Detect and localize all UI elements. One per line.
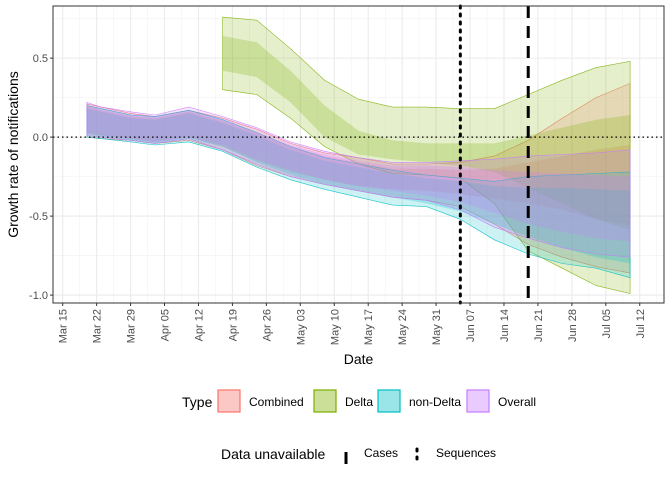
reference-lines — [53, 4, 664, 305]
y-tick-label: -1.0 — [29, 290, 48, 302]
x-tick-label: Mar 29 — [126, 309, 138, 343]
x-tick-label: Jun 28 — [567, 309, 579, 342]
x-tick-label: May 10 — [329, 309, 341, 345]
y-tick-label: -0.5 — [29, 211, 48, 223]
series-bands — [86, 16, 631, 294]
legend-type-title: Type — [182, 394, 213, 410]
legend-label-sequences: Sequences — [436, 446, 496, 460]
band-outer-delta — [222, 16, 631, 294]
band-outer-overall — [86, 101, 631, 258]
y-tick-label: 0.5 — [33, 53, 48, 65]
band-inner-non-delta — [86, 108, 631, 264]
x-tick-label: May 17 — [363, 309, 375, 345]
x-tick-label: May 24 — [397, 309, 409, 345]
band-outer-non-delta — [86, 105, 631, 279]
x-tick-label: Mar 22 — [92, 309, 104, 343]
x-tick-label: Apr 12 — [193, 309, 205, 341]
legend-key-overall — [466, 389, 490, 413]
band-inner-delta — [222, 36, 631, 231]
x-tick-label: Apr 05 — [160, 309, 172, 341]
x-tick-label: May 03 — [295, 309, 307, 345]
legend-label-delta: Delta — [345, 395, 373, 409]
y-tick-label: 0.0 — [33, 132, 48, 144]
x-tick-label: Jun 21 — [533, 309, 545, 342]
x-tick-label: Mar 15 — [58, 309, 70, 343]
legend-key-non-delta — [377, 389, 401, 413]
legend-label-overall: Overall — [498, 395, 536, 409]
legend-type: Type Combined Delta non-Delta Overall — [182, 389, 536, 413]
legend-label-cases: Cases — [364, 446, 398, 460]
legend-key-delta — [313, 389, 337, 413]
x-tick-label: Jun 14 — [499, 309, 511, 342]
band-inner-overall — [86, 105, 631, 242]
legend-label-combined: Combined — [249, 395, 304, 409]
x-axis-title: Date — [344, 351, 374, 367]
x-tick-label: Apr 19 — [227, 309, 239, 341]
x-tick-label: Jul 12 — [635, 309, 647, 338]
plot-border — [52, 5, 665, 304]
legend-unavailable-title: Data unavailable — [221, 446, 326, 462]
legend-label-non-delta: non-Delta — [409, 395, 461, 409]
x-tick-label: Jun 07 — [465, 309, 477, 342]
band-inner-combined — [86, 105, 631, 226]
x-tick-label: Apr 26 — [261, 309, 273, 341]
legend-key-combined — [217, 389, 241, 413]
x-tick-label: Jul 05 — [601, 309, 613, 338]
axes: 0.5 0.0 -0.5 -1.0 Mar 15 Mar 22 Mar 29 Apr 05 Ap… — [29, 5, 665, 345]
y-axis-title: Growth rate of notifications — [5, 71, 21, 238]
legend-data-unavailable: Data unavailable Cases Sequences — [221, 446, 496, 465]
x-tick-label: May 31 — [431, 309, 443, 345]
